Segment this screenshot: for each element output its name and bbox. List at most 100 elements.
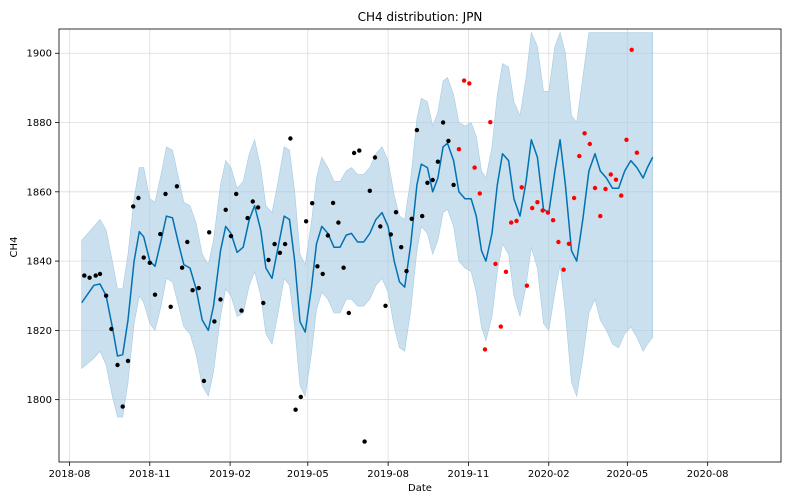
future-data-point bbox=[488, 120, 493, 125]
observed-data-point bbox=[131, 204, 136, 209]
future-data-point bbox=[571, 195, 577, 201]
observed-data-point bbox=[109, 326, 114, 332]
future-data-point bbox=[598, 213, 603, 219]
y-tick-label: 1800 bbox=[27, 395, 52, 406]
observed-data-point bbox=[399, 245, 404, 250]
observed-data-point bbox=[147, 260, 152, 265]
y-tick-label: 1880 bbox=[27, 118, 52, 129]
x-tick-label: 2019-08 bbox=[367, 469, 409, 480]
observed-data-point bbox=[430, 177, 435, 183]
y-axis-label: CH4 bbox=[9, 237, 20, 258]
x-tick-label: 2020-02 bbox=[528, 469, 570, 480]
y-tick-label: 1820 bbox=[27, 326, 52, 337]
forecast-mean-line bbox=[81, 139, 654, 357]
observed-data-point bbox=[362, 439, 367, 444]
future-data-point bbox=[540, 208, 545, 213]
future-data-point bbox=[566, 241, 572, 246]
observed-data-point bbox=[367, 188, 372, 193]
observed-data-point bbox=[261, 300, 266, 306]
observed-data-point bbox=[201, 378, 207, 384]
observed-data-point bbox=[425, 180, 430, 185]
observed-data-point bbox=[298, 394, 303, 400]
observed-data-point bbox=[409, 216, 414, 221]
future-data-point bbox=[550, 218, 556, 223]
observed-data-point bbox=[277, 250, 283, 255]
future-data-point bbox=[613, 177, 619, 182]
y-tick-label: 1860 bbox=[27, 187, 52, 198]
x-axis-ticks: 2018-08 2018-11 2019-02 2019-05 2019-08 2019-… bbox=[49, 462, 729, 480]
observed-data-point bbox=[120, 404, 125, 409]
observed-data-point bbox=[266, 257, 271, 263]
future-data-point bbox=[535, 200, 540, 205]
observed-data-point bbox=[239, 308, 244, 313]
observed-data-point bbox=[179, 265, 185, 270]
observed-data-point bbox=[383, 303, 388, 308]
observed-data-point bbox=[310, 201, 315, 206]
observed-data-point bbox=[288, 136, 293, 141]
future-data-point bbox=[561, 267, 566, 272]
observed-data-point bbox=[351, 150, 357, 156]
observed-data-point bbox=[341, 265, 346, 270]
observed-data-point bbox=[404, 268, 409, 274]
forecast-line bbox=[81, 139, 654, 357]
future-data-point bbox=[477, 191, 482, 196]
observed-data-point bbox=[250, 199, 255, 204]
observed-data-point bbox=[435, 159, 441, 164]
x-tick-label: 2019-02 bbox=[209, 469, 251, 480]
observed-data-point bbox=[440, 120, 446, 125]
future-data-point bbox=[498, 324, 503, 329]
observed-data-point bbox=[234, 191, 239, 197]
observed-data-point bbox=[223, 207, 228, 212]
observed-data-point bbox=[115, 362, 120, 368]
observed-data-point bbox=[420, 213, 425, 219]
observed-data-point bbox=[282, 241, 288, 247]
x-tick-label: 2018-08 bbox=[49, 469, 91, 480]
observed-data-point bbox=[303, 219, 309, 224]
x-tick-label: 2020-05 bbox=[606, 469, 648, 480]
future-data-point bbox=[587, 141, 592, 147]
observed-data-point bbox=[163, 191, 168, 197]
future-data-point bbox=[592, 185, 598, 191]
observed-data-point bbox=[125, 358, 131, 364]
observed-data-point bbox=[228, 233, 234, 239]
observed-data-point bbox=[293, 407, 298, 412]
y-tick-label: 1900 bbox=[27, 49, 52, 60]
observed-data-point bbox=[388, 232, 393, 237]
x-axis-label: Date bbox=[408, 483, 432, 494]
y-axis-ticks: 1800 1820 1840 1860 1880 1900 bbox=[27, 49, 59, 406]
y-tick-label: 1840 bbox=[27, 257, 52, 268]
observed-data-point bbox=[93, 273, 98, 278]
observed-data-point bbox=[372, 155, 378, 160]
x-tick-label: 2020-08 bbox=[687, 469, 729, 480]
observed-data-point bbox=[357, 148, 362, 153]
future-data-point bbox=[482, 347, 488, 352]
observed-data-point bbox=[168, 304, 173, 309]
observed-data-point bbox=[158, 231, 163, 237]
future-data-point bbox=[524, 283, 530, 288]
observed-data-point bbox=[451, 182, 456, 188]
observed-data-point bbox=[82, 273, 87, 278]
observed-data-point bbox=[136, 195, 141, 201]
future-data-point bbox=[472, 165, 477, 170]
future-data-point bbox=[556, 239, 561, 245]
x-tick-label: 2019-11 bbox=[448, 469, 490, 480]
plot-frame bbox=[58, 28, 782, 463]
future-data-point bbox=[456, 147, 462, 152]
observed-data-point bbox=[87, 275, 92, 280]
future-data-point bbox=[619, 193, 624, 198]
uncertainty-band bbox=[81, 31, 654, 418]
future-data-point bbox=[624, 137, 629, 142]
observed-data-point bbox=[336, 220, 341, 225]
observed-data-point bbox=[174, 184, 180, 189]
observed-data-point bbox=[320, 271, 325, 277]
observed-data-point bbox=[346, 310, 351, 316]
observed-data-point bbox=[330, 200, 336, 206]
observed-data-point bbox=[414, 127, 420, 133]
uncertainty-interval bbox=[81, 31, 654, 418]
future-data-point bbox=[530, 205, 535, 211]
future-data-point bbox=[503, 269, 509, 274]
observed-data-point bbox=[97, 271, 103, 277]
observed-data-point bbox=[245, 215, 250, 221]
observed-data-point bbox=[378, 224, 383, 229]
